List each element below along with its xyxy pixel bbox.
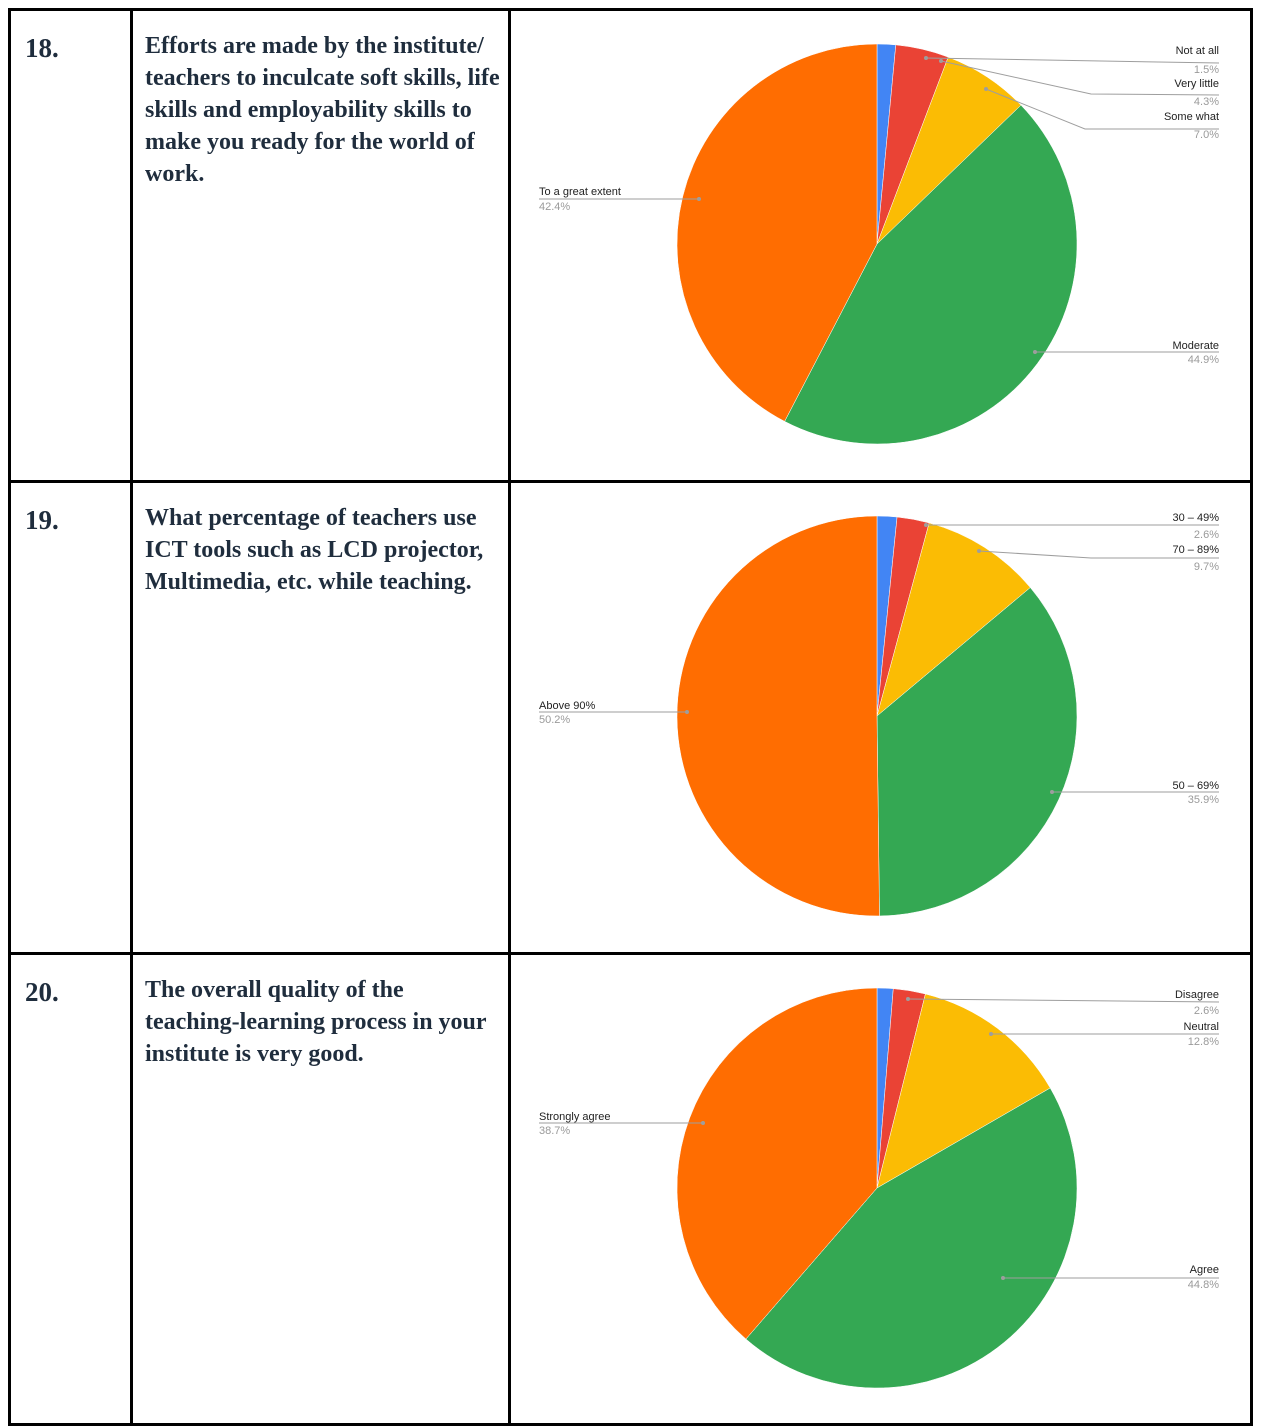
legend-label-not-at-all: Not at all (1176, 45, 1219, 57)
chart-cell: 30 – 49% 2.6% 70 – 89% 9.7% 50 – 69% 35.… (508, 480, 1253, 955)
pie-slice-4 (676, 43, 878, 422)
legend-pct-very-little: 4.3% (1194, 96, 1219, 108)
legend-label-great-extent: To a great extent (539, 186, 621, 198)
legend-pct-great-extent: 42.4% (539, 201, 570, 213)
legend-pct-strongly-agree: 38.7% (539, 1125, 570, 1137)
question-number: 19. (25, 505, 59, 535)
legend-label-very-little: Very little (1174, 78, 1219, 90)
legend-label-30-49: 30 – 49% (1173, 512, 1220, 524)
legend-pct-agree: 44.8% (1188, 1279, 1219, 1291)
question-number: 20. (25, 977, 59, 1007)
callout-line-very-little (940, 60, 1220, 96)
pie-slice-3 (745, 1087, 1078, 1389)
callout-dot (906, 997, 910, 1001)
legend-label-neutral: Neutral (1184, 1021, 1219, 1033)
callout-dot (685, 710, 689, 714)
pie-slices (676, 43, 1078, 445)
legend-pct-30-49: 2.6% (1194, 529, 1219, 541)
callout-dot (1050, 790, 1054, 794)
question-number-cell: 20. (8, 952, 133, 1426)
legend-pct-above-90: 50.2% (539, 714, 570, 726)
callout-dot (977, 549, 981, 553)
pie-slice-3 (784, 104, 1078, 445)
callout-dot (924, 56, 928, 60)
legend-pct-not-at-all: 1.5% (1194, 64, 1219, 76)
callout-dot (697, 197, 701, 201)
pie-chart-20: Disagree 2.6% Neutral 12.8% Agree 44.8% … (539, 987, 1220, 1389)
callout-line-70-89 (978, 550, 1219, 559)
legend-pct-moderate: 44.9% (1188, 354, 1219, 366)
legend-label-70-89: 70 – 89% (1173, 544, 1220, 556)
legend-label-strongly-agree: Strongly agree (539, 1111, 611, 1123)
legend-label-above-90: Above 90% (539, 700, 595, 712)
question-text: What percentage of teachers use ICT tool… (145, 505, 484, 595)
legend-label-disagree: Disagree (1175, 989, 1219, 1001)
survey-table: 18. Efforts are made by the institute/ t… (8, 8, 1253, 1426)
callout-dot (924, 523, 928, 527)
pie-slice-4 (676, 987, 878, 1340)
callout-dot (1001, 1276, 1005, 1280)
table-row: 18. Efforts are made by the institute/ t… (8, 8, 1253, 483)
survey-table-container: 18. Efforts are made by the institute/ t… (8, 8, 1253, 1426)
callout-line-some-what (985, 88, 1219, 130)
pie-slice-4 (676, 515, 880, 917)
legend-label-50-69: 50 – 69% (1173, 780, 1220, 792)
question-number-cell: 19. (8, 480, 133, 955)
legend-pct-70-89: 9.7% (1194, 561, 1219, 573)
legend-label-some-what: Some what (1164, 111, 1219, 123)
pie-slice-2 (876, 993, 1051, 1189)
pie-chart-18: Not at all 1.5% Very little 4.3% Some wh… (539, 43, 1220, 445)
legend-pct-disagree: 2.6% (1194, 1005, 1219, 1017)
callout-dot (939, 59, 943, 63)
question-text-cell: The overall quality of the teaching-lear… (130, 952, 511, 1426)
callout-dot (701, 1121, 705, 1125)
question-number-cell: 18. (8, 8, 133, 483)
table-row: 19. What percentage of teachers use ICT … (8, 480, 1253, 955)
legend-pct-neutral: 12.8% (1188, 1036, 1219, 1048)
pie-slices (676, 515, 1078, 917)
question-text: Efforts are made by the institute/ teach… (145, 33, 500, 187)
pie-slices (676, 987, 1078, 1389)
question-text-cell: What percentage of teachers use ICT tool… (130, 480, 511, 955)
legend-pct-some-what: 7.0% (1194, 129, 1219, 141)
legend-label-moderate: Moderate (1173, 340, 1219, 352)
legend-label-agree: Agree (1190, 1264, 1219, 1276)
chart-cell: Disagree 2.6% Neutral 12.8% Agree 44.8% … (508, 952, 1253, 1426)
table-row: 20. The overall quality of the teaching-… (8, 952, 1253, 1426)
question-text: The overall quality of the teaching-lear… (145, 977, 487, 1067)
callout-line-not-at-all (925, 57, 1220, 64)
callout-line-disagree (907, 998, 1220, 1003)
question-number: 18. (25, 33, 59, 63)
legend-pct-50-69: 35.9% (1188, 794, 1219, 806)
pie-slice-3 (876, 587, 1078, 917)
chart-cell: Not at all 1.5% Very little 4.3% Some wh… (508, 8, 1253, 483)
callout-dot (989, 1032, 993, 1036)
pie-chart-19: 30 – 49% 2.6% 70 – 89% 9.7% 50 – 69% 35.… (539, 512, 1220, 917)
question-text-cell: Efforts are made by the institute/ teach… (130, 8, 511, 483)
callout-dot (984, 87, 988, 91)
callout-dot (1033, 350, 1037, 354)
